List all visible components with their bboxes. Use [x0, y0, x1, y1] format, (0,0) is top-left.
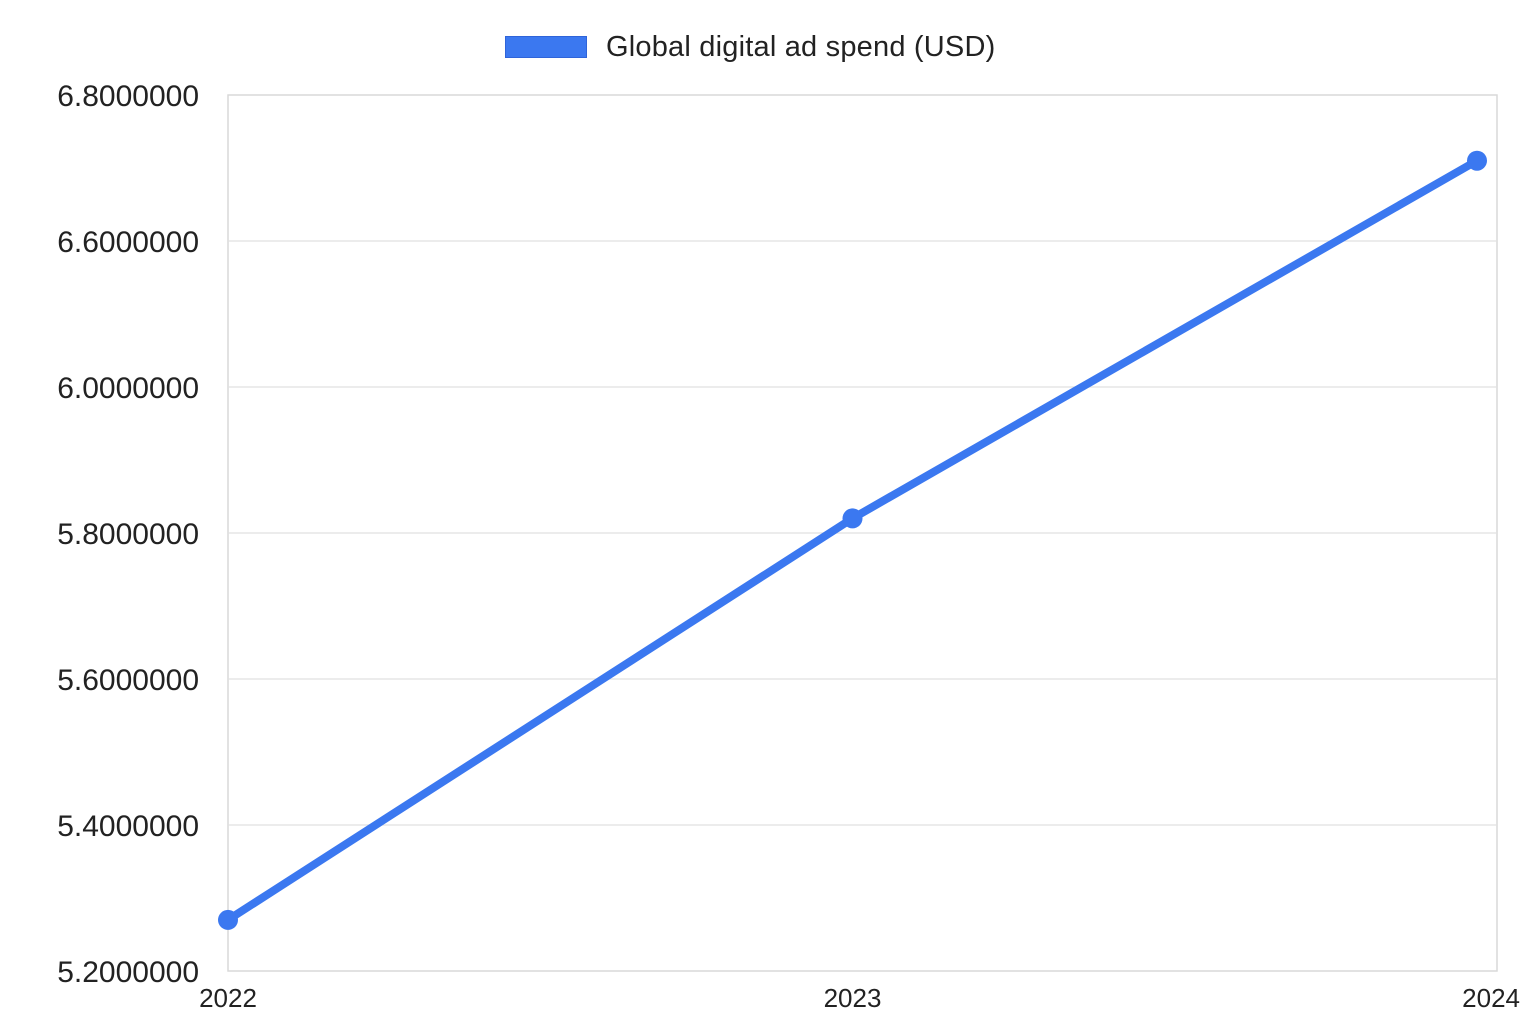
y-tick-label: 6.8000000: [57, 80, 199, 113]
y-tick-label: 5.8000000: [57, 518, 199, 551]
legend-label: Global digital ad spend (USD): [606, 30, 996, 63]
y-tick-label: 6.6000000: [57, 226, 199, 259]
y-tick-label: 6.0000000: [57, 372, 199, 405]
x-tick-label: 2023: [824, 983, 882, 1013]
data-point[interactable]: [218, 909, 238, 930]
legend-swatch: [505, 36, 587, 58]
legend: Global digital ad spend (USD): [505, 26, 995, 68]
series-line: [224, 156, 1481, 924]
x-tick-label: 2024: [1462, 983, 1520, 1013]
y-tick-label: 5.4000000: [57, 810, 199, 843]
y-axis: 5.2000000 5.4000000 5.6000000 5.8000000 6.00…: [57, 80, 199, 989]
x-tick-label: 2022: [199, 983, 257, 1013]
series-layer: [218, 150, 1487, 930]
y-tick-label: 5.6000000: [57, 664, 199, 697]
data-point[interactable]: [842, 508, 863, 529]
grid-lines: [228, 240, 1497, 826]
data-point[interactable]: [1467, 150, 1487, 171]
x-axis: 2022 2023 2024: [199, 983, 1520, 1013]
y-tick-label: 5.2000000: [57, 956, 199, 989]
